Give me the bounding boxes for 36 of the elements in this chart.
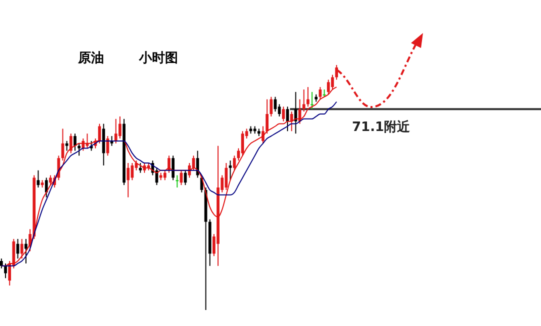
candlestick bbox=[310, 91, 314, 110]
candlestick bbox=[302, 89, 306, 112]
candlestick bbox=[262, 126, 264, 144]
candlestick bbox=[176, 174, 179, 188]
candlestick bbox=[114, 118, 118, 144]
chart-subtitle: 小时图 bbox=[138, 51, 178, 66]
candlestick bbox=[232, 155, 236, 171]
candlestick bbox=[335, 64, 338, 80]
candlestick bbox=[270, 96, 273, 117]
candlestick bbox=[4, 262, 7, 279]
chart-title: 原油 bbox=[77, 51, 104, 66]
candlestick bbox=[163, 170, 166, 181]
candlestick bbox=[0, 258, 3, 269]
candlestick bbox=[118, 116, 122, 139]
candlestick bbox=[98, 123, 101, 144]
candlestick bbox=[65, 140, 68, 152]
ref-line-label: 71.1附近 bbox=[352, 119, 412, 136]
candlestick bbox=[168, 155, 170, 174]
candlestick bbox=[74, 133, 76, 152]
candlestick bbox=[24, 238, 28, 264]
candlestick bbox=[266, 98, 269, 134]
candlestick bbox=[241, 130, 244, 156]
candlestick bbox=[69, 133, 72, 154]
candlestick bbox=[172, 155, 175, 181]
candlestick bbox=[286, 106, 289, 132]
candlestick bbox=[44, 177, 48, 198]
candlestick bbox=[138, 162, 142, 174]
candlestick bbox=[196, 150, 200, 178]
candlestick bbox=[282, 106, 285, 122]
candlestick bbox=[184, 170, 187, 186]
candlestick bbox=[78, 142, 81, 156]
candlestick bbox=[49, 174, 52, 186]
candlestick bbox=[290, 111, 294, 132]
candlestick bbox=[126, 162, 130, 198]
candlestick bbox=[278, 104, 281, 117]
candlestick bbox=[20, 238, 24, 260]
